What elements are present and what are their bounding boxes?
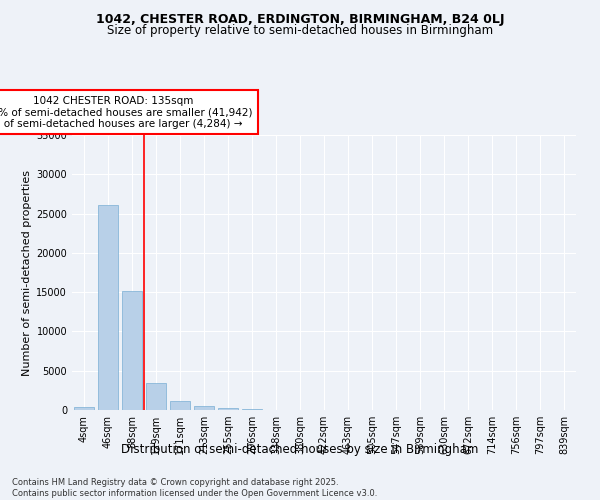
Bar: [122, 290, 142, 410]
Text: Contains HM Land Registry data © Crown copyright and database right 2025.
Contai: Contains HM Land Registry data © Crown c…: [12, 478, 377, 498]
Text: Size of property relative to semi-detached houses in Birmingham: Size of property relative to semi-detach…: [107, 24, 493, 37]
Bar: [170, 402, 190, 410]
Bar: [98, 205, 118, 410]
Bar: [194, 406, 214, 410]
Bar: [146, 384, 166, 410]
Text: Distribution of semi-detached houses by size in Birmingham: Distribution of semi-detached houses by …: [121, 442, 479, 456]
Bar: [218, 408, 238, 410]
Bar: [74, 406, 94, 410]
Y-axis label: Number of semi-detached properties: Number of semi-detached properties: [22, 170, 32, 376]
Text: 1042 CHESTER ROAD: 135sqm
← 91% of semi-detached houses are smaller (41,942)
9% : 1042 CHESTER ROAD: 135sqm ← 91% of semi-…: [0, 96, 253, 128]
Text: 1042, CHESTER ROAD, ERDINGTON, BIRMINGHAM, B24 0LJ: 1042, CHESTER ROAD, ERDINGTON, BIRMINGHA…: [96, 12, 504, 26]
